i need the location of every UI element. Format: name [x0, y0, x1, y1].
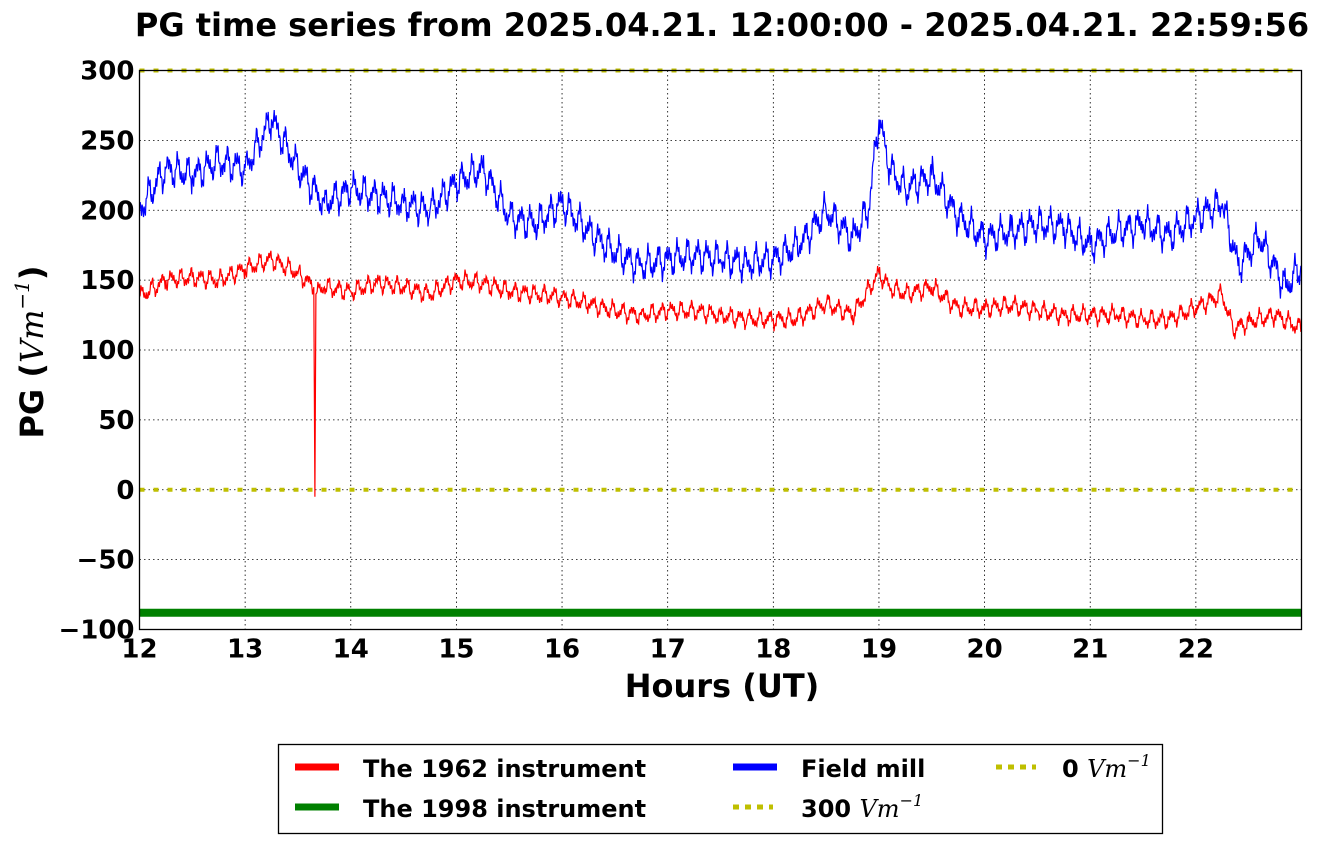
- legend-label: 300 Vm−1: [801, 791, 923, 823]
- y-tick-label: 150: [80, 266, 134, 296]
- x-axis-label: Hours (UT): [625, 667, 820, 705]
- legend-exp: −1: [1127, 751, 1151, 770]
- y-axis-label-text: PG (: [13, 363, 51, 438]
- legend-name: The 1962 instrument: [363, 755, 646, 783]
- legend-name: Field mill: [801, 755, 925, 783]
- series-line-0: [138, 250, 1303, 497]
- y-tick-label: 200: [80, 196, 134, 226]
- y-axis-label-exp: −1: [10, 280, 34, 309]
- x-tick-label: 22: [1178, 635, 1214, 665]
- x-tick-label: 18: [755, 635, 791, 665]
- x-tick-label: 14: [333, 635, 369, 665]
- legend-box: [277, 743, 1164, 835]
- legend-label: The 1998 instrument: [363, 795, 646, 823]
- y-tick-label: 250: [80, 126, 134, 156]
- x-tick-label: 16: [544, 635, 580, 665]
- x-tick-label: 17: [650, 635, 686, 665]
- legend-exp: −1: [900, 791, 924, 810]
- legend-unit: Vm: [859, 795, 899, 823]
- legend: The 1962 instrument The 1998 instrument Fi…: [277, 743, 1164, 835]
- x-tick-label: 20: [966, 635, 1002, 665]
- y-tick-label: 100: [80, 336, 134, 366]
- y-tick-label: 50: [98, 406, 134, 436]
- series-lines: [138, 68, 1303, 617]
- series-line-2: [138, 109, 1302, 299]
- legend-name: 300: [801, 795, 851, 823]
- y-axis-label-unit: Vm: [13, 310, 51, 363]
- x-tick-label: 19: [861, 635, 897, 665]
- x-tick-label: 21: [1072, 635, 1108, 665]
- legend-label: 0 Vm−1: [1062, 751, 1151, 783]
- legend-unit: Vm: [1087, 755, 1127, 783]
- y-tick-label: −100: [58, 616, 134, 646]
- legend-name: The 1998 instrument: [363, 795, 646, 823]
- legend-space: [1079, 755, 1087, 783]
- y-axis-label: PG (Vm−1): [10, 265, 51, 438]
- plot-frame: [138, 69, 1303, 631]
- chart-title: PG time series from 2025.04.21. 12:00:00…: [135, 6, 1309, 44]
- axis-ticks: 12 13 14 15 16 17 18 19 20 21 22 300 250 200 150 100 50 0…: [58, 57, 1214, 665]
- y-tick-label: −50: [77, 546, 135, 576]
- legend-space: [851, 795, 859, 823]
- y-tick-label: 0: [116, 476, 134, 506]
- legend-label: Field mill: [801, 755, 925, 783]
- x-tick-label: 12: [121, 635, 157, 665]
- legend-name: 0: [1062, 755, 1079, 783]
- legend-label: The 1962 instrument: [363, 755, 646, 783]
- x-tick-label: 15: [438, 635, 474, 665]
- x-tick-label: 13: [227, 635, 263, 665]
- y-axis-label-close: ): [13, 265, 51, 280]
- y-tick-label: 300: [80, 57, 134, 87]
